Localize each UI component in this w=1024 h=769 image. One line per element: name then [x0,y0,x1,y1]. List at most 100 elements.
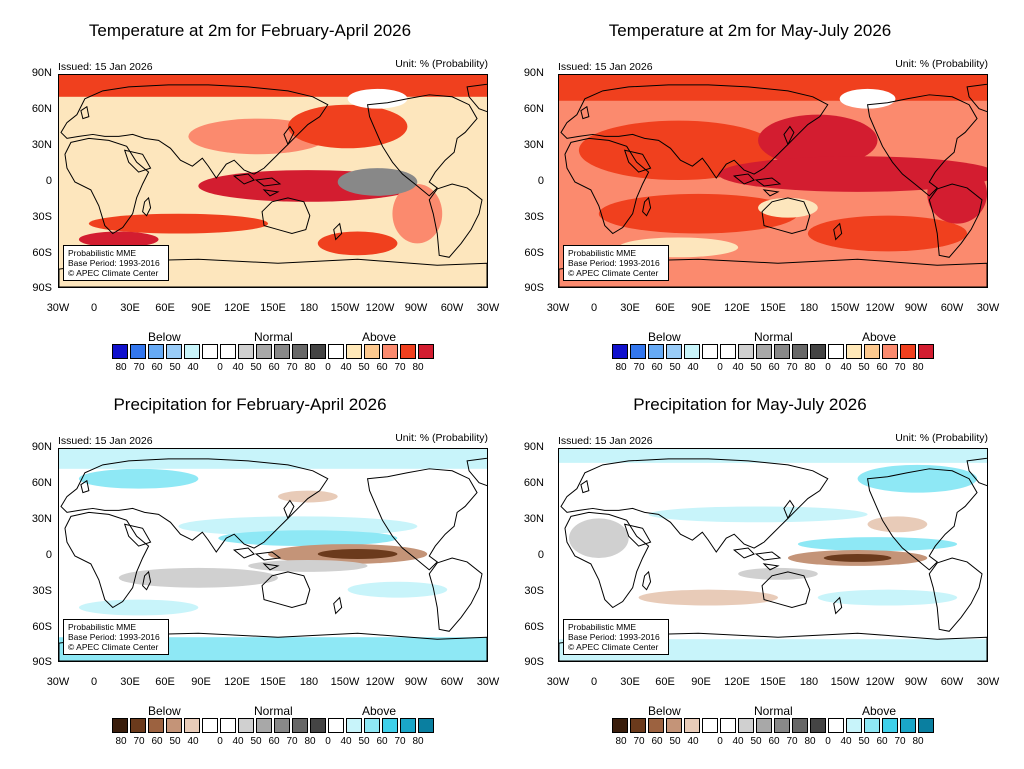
legend-swatch [756,344,772,359]
legend-category-label: Normal [254,330,293,344]
legend-tick-label: 60 [651,736,663,747]
info-box: Probabilistic MME Base Period: 1993-2016… [563,619,669,655]
info-line: Base Period: 1993-2016 [68,632,160,642]
lon-tick: 120W [365,302,395,314]
legend-category-label: Above [862,330,897,344]
lon-tick: 30W [976,302,1000,314]
legend-swatch [702,344,718,359]
lat-tick: 30S [32,585,52,597]
legend-tick-label: 40 [687,362,699,373]
lat-tick: 60N [523,477,544,489]
legend-swatch [846,718,862,733]
panel-title: Precipitation for May-July 2026 [633,395,867,414]
legend-swatch [792,344,808,359]
legend-swatch [220,718,236,733]
legend-category-label: Above [862,704,897,718]
issued-date: Issued: 15 Jan 2026 [558,61,653,73]
info-line: Probabilistic MME [68,248,137,258]
info-box: Probabilistic MME Base Period: 1993-2016… [63,245,169,281]
legend-swatch [864,718,880,733]
lon-tick: 60W [440,302,464,314]
forecast-map: Probabilistic MME Base Period: 1993-2016… [58,74,488,288]
legend-swatch [810,344,826,359]
legend-tick-label: 70 [394,736,406,747]
lat-tick: 30S [524,585,544,597]
legend-swatch [810,718,826,733]
legend-tick-label: 0 [825,736,831,747]
info-line: Base Period: 1993-2016 [568,632,660,642]
legend-tick-label: 70 [394,362,406,373]
legend-swatch [400,344,416,359]
lon-tick: 150E [760,676,786,688]
lon-tick: 90E [691,302,711,314]
legend-tick-label: 50 [250,362,262,373]
lon-tick: 120E [224,676,250,688]
lon-tick: 150W [330,676,360,688]
legend-swatch [630,718,646,733]
lon-tick: 60W [940,302,964,314]
info-line: © APEC Climate Center [568,268,659,278]
legend-swatch [774,718,790,733]
legend-tick-label: 40 [187,362,199,373]
legend-swatch [130,344,146,359]
lat-tick: 0 [537,549,544,561]
legend-tick-label: 70 [894,362,906,373]
lon-tick: 90W [904,302,928,314]
legend-tick-label: 0 [217,362,223,373]
lon-tick: 120E [724,676,750,688]
lon-tick: 0 [590,676,598,688]
issued-date: Issued: 15 Jan 2026 [58,435,153,447]
lon-tick: 180 [799,676,819,688]
lat-tick: 90N [31,67,52,79]
legend-swatch [774,344,790,359]
legend-tick-label: 70 [286,362,298,373]
legend-swatch [666,718,682,733]
legend-swatch [400,718,416,733]
legend-swatch [720,344,736,359]
legend-tick-label: 60 [768,362,780,373]
lon-tick: 150E [760,302,786,314]
lon-tick: 150W [330,302,360,314]
info-line: © APEC Climate Center [568,642,659,652]
legend-tick-label: 40 [340,736,352,747]
lon-tick: 0 [90,676,98,688]
legend-swatch [738,718,754,733]
legend-swatch [738,344,754,359]
legend-swatch [274,344,290,359]
legend-tick-label: 80 [615,362,627,373]
issued-date: Issued: 15 Jan 2026 [558,435,653,447]
lat-tick: 60S [32,621,52,633]
legend-swatch [882,344,898,359]
legend-swatch [846,344,862,359]
legend-tick-label: 0 [825,362,831,373]
legend-swatch [220,344,236,359]
legend-swatch [274,718,290,733]
legend-tick-label: 80 [412,736,424,747]
legend-swatch [256,718,272,733]
legend-tick-label: 40 [340,362,352,373]
legend-tick-label: 80 [804,362,816,373]
legend-category-label: Above [362,704,397,718]
legend-tick-label: 80 [912,736,924,747]
panel-prec-feb-apr: Precipitation for February-April 2026 Is… [0,374,500,758]
legend-tick-label: 80 [115,736,127,747]
lon-tick: 120W [865,302,895,314]
legend-swatch [612,718,628,733]
forecast-map: Probabilistic MME Base Period: 1993-2016… [558,74,988,288]
legend-tick-label: 0 [717,736,723,747]
lat-tick: 60N [523,103,544,115]
lon-tick: 150E [260,676,286,688]
legend-tick-label: 0 [325,362,331,373]
legend-swatch [612,344,628,359]
issued-date: Issued: 15 Jan 2026 [58,61,153,73]
legend-tick-label: 50 [858,362,870,373]
legend-tick-label: 40 [840,736,852,747]
legend-tick-label: 50 [858,736,870,747]
panel-title: Temperature at 2m for February-April 202… [88,21,412,40]
legend-swatch [684,344,700,359]
legend-swatch [346,344,362,359]
lat-tick: 60N [31,477,52,489]
legend-swatch [756,718,772,733]
forecast-map: Probabilistic MME Base Period: 1993-2016… [558,448,988,662]
legend-tick-label: 70 [786,362,798,373]
